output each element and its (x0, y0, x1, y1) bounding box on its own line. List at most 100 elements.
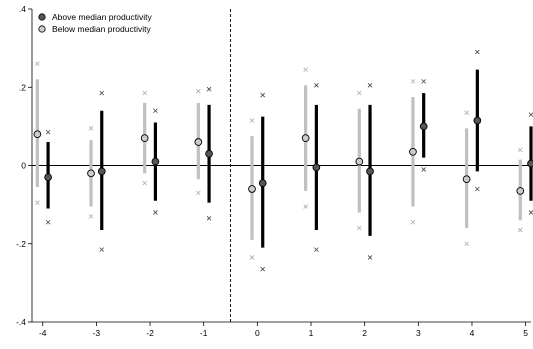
ci95-marker (475, 49, 480, 55)
point-estimate (516, 187, 525, 195)
ci95-marker-stroke (45, 129, 51, 135)
ci95-marker (357, 225, 362, 231)
ci95-marker-stroke (45, 219, 51, 225)
ci95-marker (249, 118, 255, 123)
ci95-marker (464, 241, 469, 247)
ci95-marker (206, 86, 212, 92)
ci95-marker (410, 79, 416, 84)
ci95-marker-stroke (303, 204, 308, 209)
ci95-marker-stroke (206, 86, 212, 92)
ci95-marker-stroke (475, 186, 480, 192)
ci95-marker-stroke (142, 180, 147, 186)
ci95-marker-stroke (153, 108, 158, 114)
ci95-marker (142, 180, 147, 186)
legend: Above median productivity Below median pr… (38, 12, 152, 34)
ci95-marker (260, 266, 266, 272)
ci95-marker-stroke (357, 225, 362, 231)
ci95-marker-stroke (88, 126, 94, 131)
point-estimate (97, 167, 106, 176)
ci95-marker-stroke (517, 227, 523, 233)
ci95-marker-stroke (314, 83, 319, 88)
ci95-marker (517, 147, 523, 153)
point-estimate (44, 173, 52, 182)
x-tick-label: 5 (523, 328, 528, 338)
ci95-marker (475, 186, 480, 192)
ci95-marker-stroke (464, 110, 469, 115)
legend-label: Below median productivity (52, 24, 151, 34)
y-tick-label: -.2 (16, 239, 26, 249)
y-tick-label: .4 (19, 4, 26, 14)
ci95-marker (153, 108, 158, 114)
x-tick-label: -2 (146, 328, 154, 338)
point-estimate (419, 122, 428, 131)
point-estimate (140, 134, 149, 142)
point-estimate (301, 134, 310, 142)
ci95-marker (314, 247, 319, 252)
ci95-marker (35, 61, 40, 67)
ci95-marker (88, 126, 94, 131)
ci95-marker (410, 219, 416, 225)
ci95-marker (314, 83, 319, 88)
x-tick-label: 4 (470, 328, 475, 338)
point-estimate (248, 185, 256, 193)
ci95-marker (45, 129, 51, 135)
point-estimate (258, 179, 267, 187)
ci95-marker-stroke (517, 147, 523, 153)
x-tick-label: -3 (93, 328, 101, 338)
ci95-marker-stroke (99, 90, 105, 96)
point-estimate (194, 138, 203, 146)
x-tick-label: -1 (200, 328, 208, 338)
ci95-marker-stroke (528, 210, 533, 215)
ci95-marker (528, 112, 533, 117)
ci95-marker-stroke (367, 83, 373, 88)
ci95-marker-stroke (196, 88, 201, 94)
ci95-marker (249, 255, 255, 260)
point-estimate (409, 147, 417, 156)
series-layer (33, 49, 533, 272)
point-estimate (527, 159, 533, 168)
point-estimate (355, 157, 364, 166)
y-tick-label: .2 (19, 82, 26, 92)
ci95-marker (303, 204, 308, 209)
x-tick-label: -4 (39, 328, 47, 338)
ci95-marker (45, 219, 51, 225)
ci95-marker (153, 210, 158, 215)
ci95-marker-stroke (410, 79, 416, 84)
ci95-marker (196, 190, 201, 196)
point-estimate (87, 169, 95, 178)
y-tick-label: -.4 (16, 317, 26, 327)
point-estimate (151, 157, 160, 166)
ci95-marker (303, 67, 308, 72)
series-below-median (33, 61, 525, 260)
ci95-marker-stroke (35, 61, 40, 67)
point-estimate (205, 149, 213, 158)
ci95-marker (196, 88, 201, 94)
ci95-marker (421, 167, 426, 172)
ci95-marker (260, 92, 266, 98)
ci95-marker-stroke (410, 219, 416, 225)
ci95-marker-stroke (421, 167, 426, 172)
axes: -.4 -.2 0 .2 .4 -4 -3 -2 -1 0 1 2 3 4 5 (16, 4, 531, 338)
ci95-marker-stroke (367, 255, 373, 260)
ci95-marker (464, 110, 469, 115)
ci95-marker-stroke (249, 118, 255, 123)
ci95-marker-stroke (421, 79, 426, 84)
ci95-marker-stroke (142, 90, 147, 96)
ci95-marker (528, 210, 533, 215)
point-estimate (33, 130, 42, 139)
point-estimate (312, 163, 321, 172)
ci95-marker-stroke (196, 190, 201, 196)
x-tick-label: 0 (255, 328, 260, 338)
legend-label: Above median productivity (52, 12, 152, 22)
ci95-marker-stroke (528, 112, 533, 117)
ci95-marker (367, 255, 373, 260)
ci95-marker-stroke (35, 200, 40, 205)
ci95-marker-stroke (206, 216, 212, 221)
ci95-marker (142, 90, 147, 96)
ci95-marker (357, 90, 362, 96)
legend-marker (38, 13, 46, 21)
ci95-marker (206, 216, 212, 221)
point-estimate (462, 175, 471, 184)
ci95-marker-stroke (464, 241, 469, 247)
ci95-marker (88, 214, 94, 219)
